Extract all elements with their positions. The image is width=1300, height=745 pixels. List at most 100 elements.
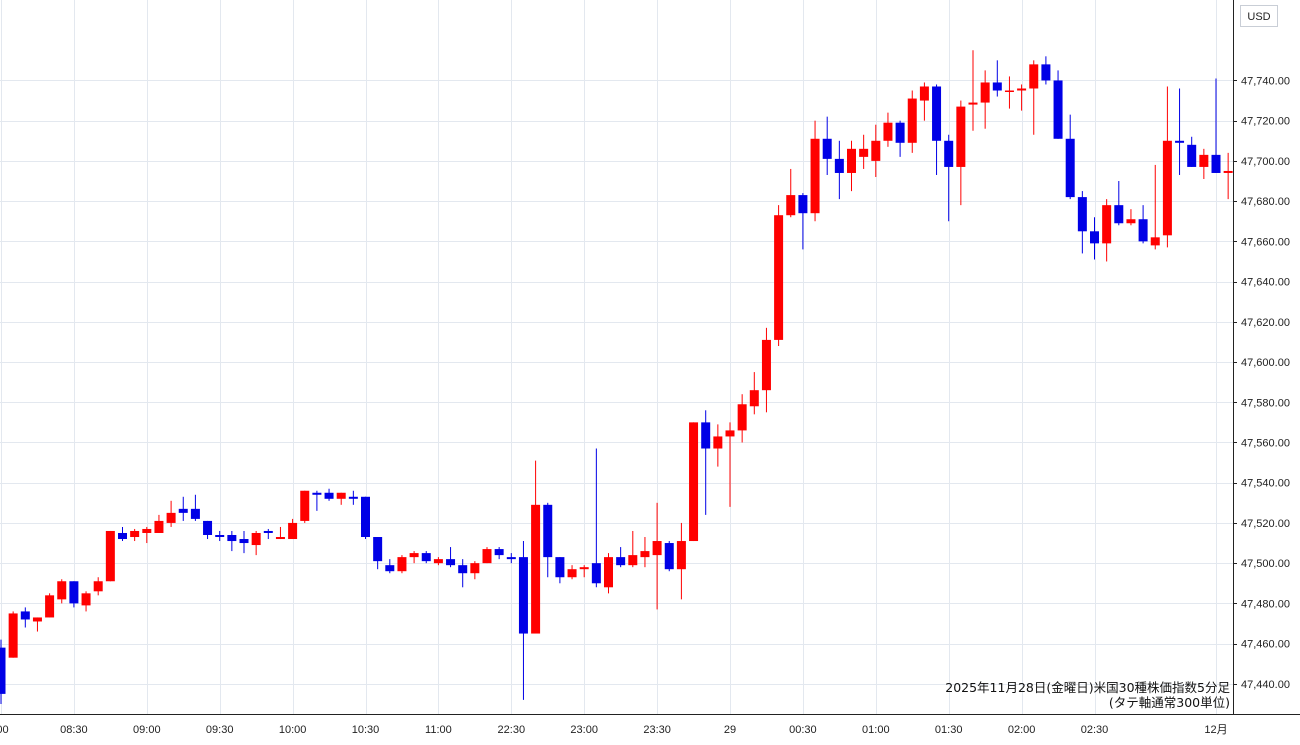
x-tick-label: 12月 (1204, 724, 1227, 736)
candle-up (482, 547, 492, 564)
x-tick-labels: :00 08:30 09:00 09:30 10:00 10:30 11:00 22:30 23… (0, 724, 1228, 736)
candle-body (871, 140, 881, 161)
candle-body (105, 530, 115, 582)
candle-body (57, 581, 67, 600)
candle-body (919, 86, 929, 101)
candle-body (604, 557, 613, 588)
candle-body (154, 520, 164, 533)
candle-up (786, 168, 796, 218)
candle-down (348, 490, 358, 505)
candle-body (239, 539, 249, 544)
candle-up (604, 553, 613, 594)
y-tick-label: 47,740.00 (1241, 75, 1290, 87)
x-tick-label: 09:00 (133, 724, 161, 736)
candle-up (749, 372, 759, 415)
candle-up (810, 120, 820, 222)
candle-body (300, 490, 310, 521)
candle-body (494, 549, 504, 556)
candle-down (1065, 114, 1075, 200)
candle-down (932, 84, 942, 175)
candle-up (105, 530, 115, 582)
candle-up (871, 124, 881, 177)
axes (0, 0, 1300, 715)
candle-body (324, 492, 334, 499)
candle-down (834, 140, 844, 200)
candle-body (458, 565, 468, 574)
candle-up (1004, 76, 1014, 109)
y-tick-label: 47,720.00 (1241, 116, 1290, 128)
y-tick-labels: 47,440.00 47,460.00 47,480.00 47,500.00 47,5… (1233, 75, 1290, 691)
y-tick-label: 47,660.00 (1241, 236, 1290, 248)
candle-up (919, 82, 929, 121)
candle-up (761, 327, 771, 413)
candle-body (652, 541, 662, 556)
candle-body (336, 492, 346, 499)
candle-up (300, 490, 310, 523)
candle-up (409, 551, 419, 564)
candle-body (859, 148, 869, 157)
candle-body (543, 504, 553, 558)
candle-down (1211, 78, 1221, 173)
candle-body (786, 195, 796, 216)
candle-body (992, 82, 1002, 91)
candle-down (20, 607, 30, 628)
candle-up (713, 424, 723, 467)
candle-up (968, 50, 978, 131)
x-tick-label: 10:00 (279, 724, 307, 736)
candle-body (373, 537, 383, 562)
candle-body (664, 543, 674, 570)
candle-body (20, 611, 30, 620)
candle-up (32, 617, 42, 632)
candle-body (725, 430, 735, 437)
candle-body (288, 522, 298, 540)
candle-body (1090, 231, 1099, 244)
candle-down (701, 410, 711, 515)
y-tick-label: 47,580.00 (1241, 397, 1290, 409)
candle-body (251, 532, 261, 546)
candle-up (1162, 86, 1172, 248)
candle-body (1150, 237, 1160, 246)
candle-body (591, 563, 601, 584)
candle-up (859, 134, 869, 169)
candle-up (689, 422, 699, 542)
candle-up (531, 460, 541, 634)
x-tick-label: 01:30 (935, 724, 963, 736)
candle-body (178, 508, 188, 513)
candle-down (190, 494, 200, 521)
candle-body (1211, 154, 1221, 173)
candle-body (761, 339, 771, 391)
y-tick-label: 47,680.00 (1241, 196, 1290, 208)
candle-down (385, 559, 395, 574)
candle-up (1029, 60, 1039, 135)
candle-down (798, 193, 808, 250)
candle-body (798, 195, 808, 214)
candle-up (579, 565, 589, 578)
candle-body (1004, 90, 1014, 93)
y-tick-label: 47,560.00 (1241, 437, 1290, 449)
x-tick-label: 00:30 (789, 724, 817, 736)
currency-selector[interactable]: USD (1240, 5, 1278, 27)
candle-body (713, 436, 723, 449)
candle-down (494, 547, 504, 560)
candle-down (822, 116, 832, 175)
y-tick-label: 47,540.00 (1241, 478, 1290, 490)
candle-up (251, 530, 261, 556)
candle-down (446, 547, 456, 568)
candle-down (1175, 88, 1185, 175)
candle-down (506, 553, 516, 564)
candle-body (1041, 64, 1051, 81)
candle-down (458, 559, 468, 588)
candle-body (834, 158, 844, 173)
candle-down (263, 528, 273, 540)
candle-body (203, 520, 213, 535)
y-tick-label: 47,700.00 (1241, 156, 1290, 168)
y-tick-label: 47,460.00 (1241, 639, 1290, 651)
candle-body (810, 138, 820, 214)
candle-down (1077, 191, 1087, 254)
candle-down (227, 530, 237, 552)
candle-body (385, 565, 395, 572)
candle-body (421, 553, 431, 562)
grid (0, 0, 1233, 714)
